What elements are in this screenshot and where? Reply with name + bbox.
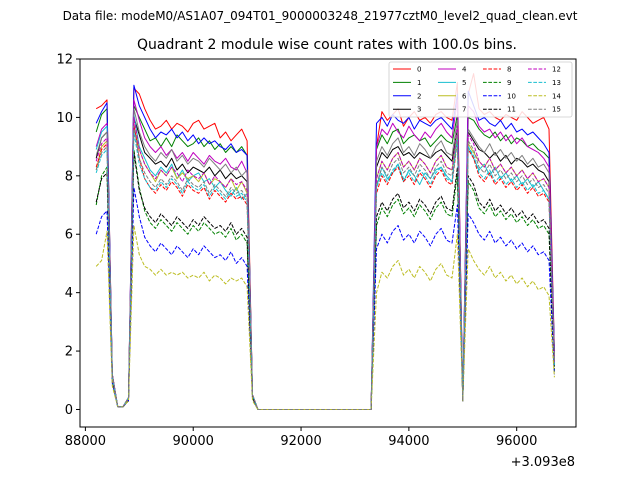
y-tick-label: 12	[56, 53, 73, 68]
x-tick-label: 90000	[173, 434, 214, 449]
series-line-11	[95, 152, 555, 410]
y-tick-label: 2	[65, 345, 73, 360]
chart-title: Quadrant 2 module wise count rates with …	[137, 37, 517, 53]
x-offset-label: +3.093e8	[511, 455, 575, 470]
x-tick-label: 94000	[388, 434, 429, 449]
legend-label-0: 0	[417, 66, 421, 74]
y-tick-label: 10	[56, 111, 73, 126]
legend-label-2: 2	[417, 92, 421, 100]
legend-label-6: 6	[462, 92, 467, 100]
series-line-15	[95, 125, 555, 410]
legend-label-4: 4	[462, 66, 467, 74]
legend-label-15: 15	[552, 106, 561, 114]
legend-label-5: 5	[462, 79, 466, 87]
legend-label-14: 14	[552, 92, 561, 100]
y-axis: 0 2 4 6 8 10 12	[56, 53, 80, 418]
series-line-14	[95, 225, 555, 410]
legend-label-13: 13	[552, 79, 561, 87]
suptitle: Data file: modeM0/AS1A07_094T01_90000032…	[63, 9, 578, 23]
x-tick-label: 88000	[65, 434, 106, 449]
x-tick-label: 96000	[496, 434, 537, 449]
legend-label-10: 10	[507, 92, 516, 100]
plot-lines	[95, 73, 555, 410]
x-tick-label: 92000	[280, 434, 321, 449]
legend-label-7: 7	[462, 106, 466, 114]
x-axis: 88000 90000 92000 94000 96000	[65, 427, 537, 449]
legend-label-12: 12	[552, 66, 561, 74]
legend-label-3: 3	[417, 106, 421, 114]
legend-label-11: 11	[507, 106, 516, 114]
legend-label-9: 9	[507, 79, 511, 87]
y-tick-label: 6	[65, 228, 73, 243]
y-tick-label: 4	[65, 286, 73, 301]
y-tick-label: 8	[65, 169, 73, 184]
legend-label-8: 8	[507, 66, 511, 74]
axes-frame	[79, 58, 577, 428]
y-tick-label: 0	[65, 403, 73, 418]
legend-label-1: 1	[417, 79, 421, 87]
legend-box	[388, 61, 573, 118]
